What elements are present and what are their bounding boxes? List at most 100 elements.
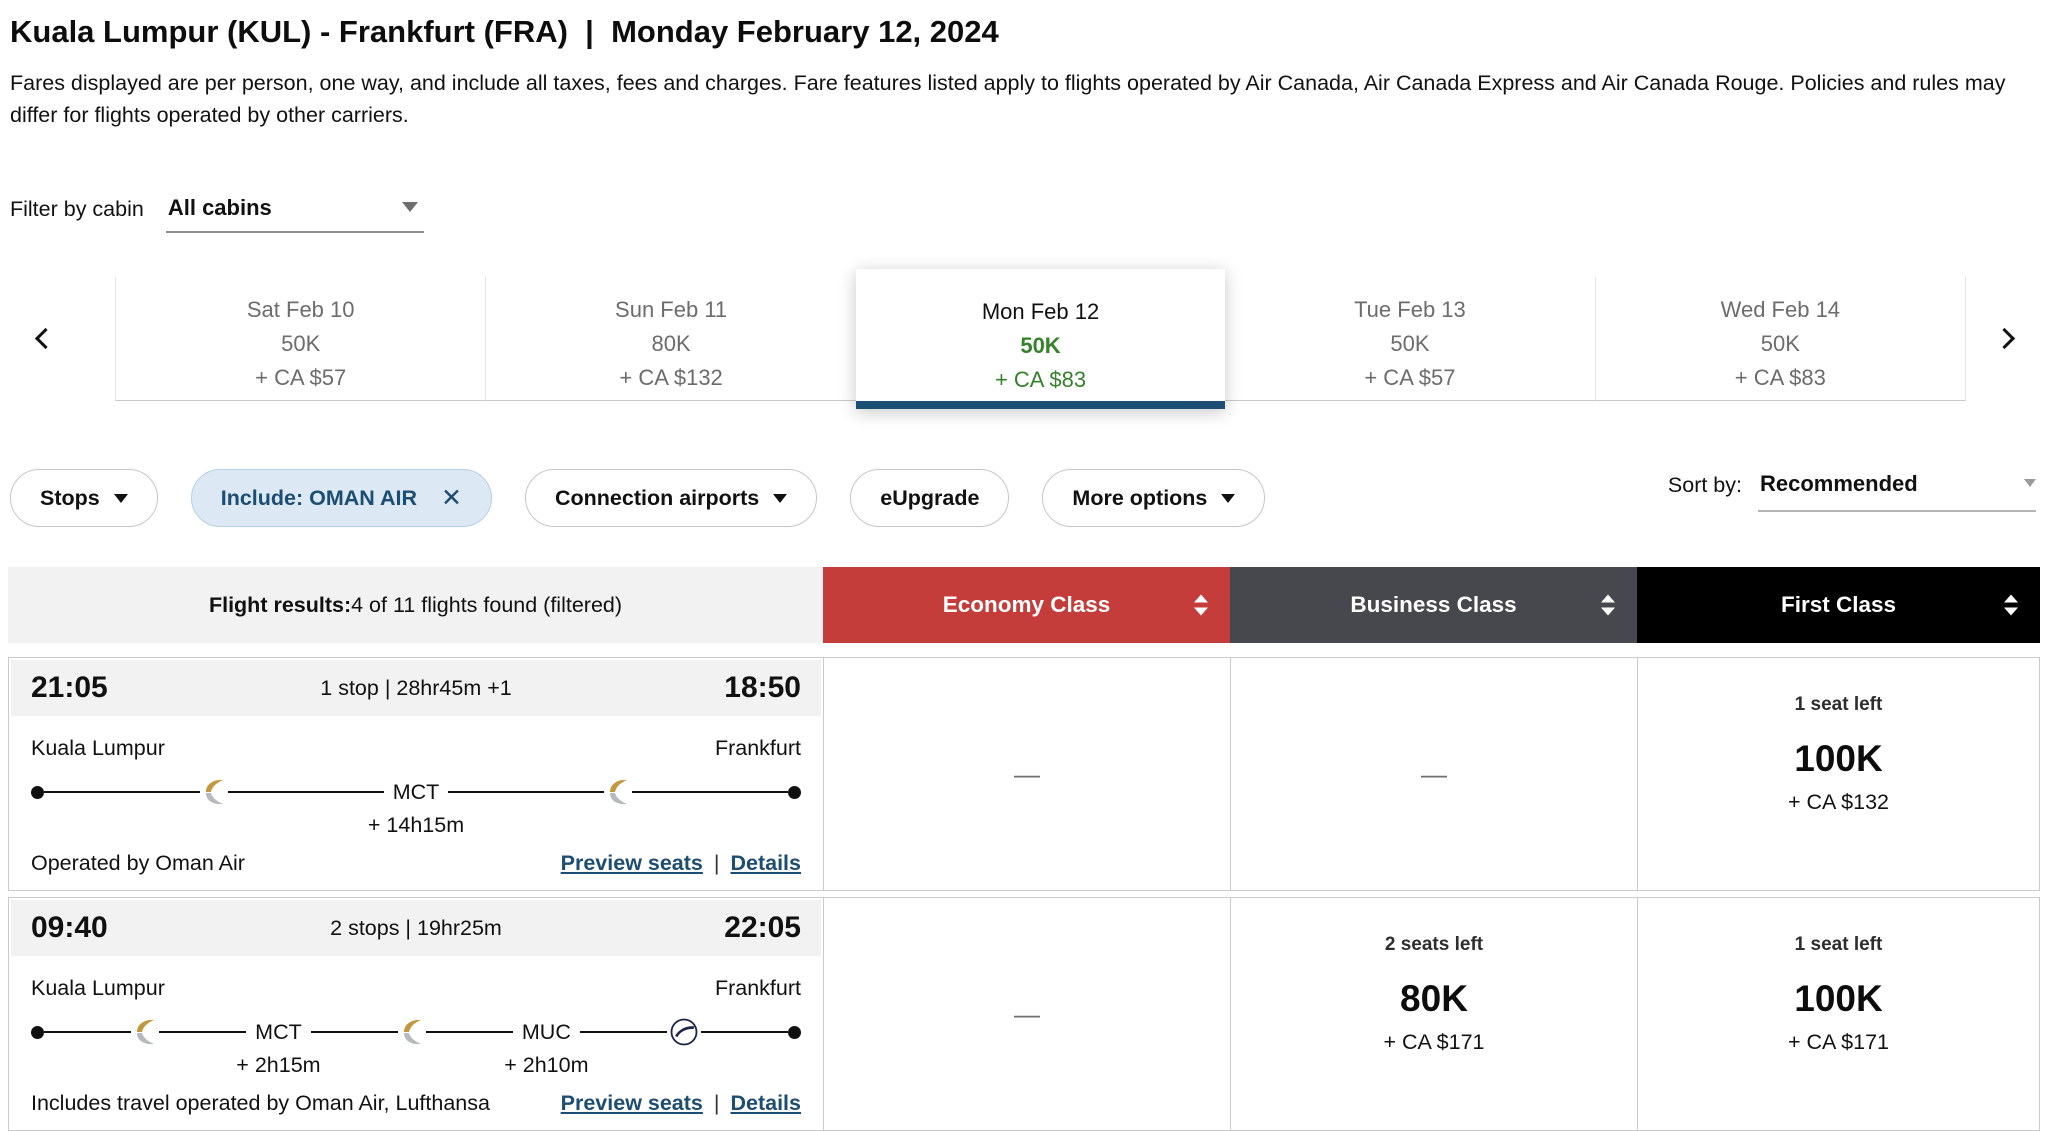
city-pair: Kuala Lumpur Frankfurt <box>11 956 821 1001</box>
fare-points: 100K <box>1794 978 1883 1019</box>
sort-arrows-icon <box>1601 594 1615 616</box>
stopover-code: MCT <box>255 1019 302 1044</box>
column-header-first[interactable]: First Class <box>1637 567 2040 643</box>
date-cash: + CA $83 <box>1734 365 1826 390</box>
route-segment <box>448 791 605 793</box>
seats-left-badge: 2 seats left <box>1384 934 1484 955</box>
date-points: 50K <box>1760 331 1800 356</box>
flight-info: 21:05 1 stop | 28hr45m +1 18:50 Kuala Lu… <box>9 658 823 890</box>
stops-duration-summary: 2 stops | 19hr25m <box>330 915 502 940</box>
details-link[interactable]: Details <box>730 1091 801 1115</box>
stops-filter-label: Stops <box>40 485 100 510</box>
cabin-filter-row: Filter by cabin All cabins <box>10 195 2038 233</box>
date-points: 50K <box>281 331 321 356</box>
stopover-code: MCT <box>392 779 440 804</box>
route-diagram: MCT + 2h15m MUC + 2h10m <box>31 1017 802 1077</box>
business-fare-cell-empty: — <box>1230 658 1637 890</box>
first-class-label: First Class <box>1780 592 1897 617</box>
first-fare-cell[interactable]: 1 seat left 100K + CA $171 <box>1637 898 2039 1130</box>
flight-result-row: 21:05 1 stop | 28hr45m +1 18:50 Kuala Lu… <box>8 657 2040 891</box>
date-points: 50K <box>1020 333 1061 358</box>
business-class-label: Business Class <box>1350 592 1517 617</box>
cabin-filter-select[interactable]: All cabins <box>165 195 424 233</box>
more-options-button[interactable]: More options <box>1042 469 1266 527</box>
stopover-code: MUC <box>521 1019 571 1044</box>
chevron-down-icon <box>113 493 128 503</box>
flight-results-label: Flight results: <box>208 592 352 617</box>
destination-city: Frankfurt <box>714 736 801 760</box>
date-tab-tue-feb-13[interactable]: Tue Feb 13 50K + CA $57 <box>1225 277 1595 401</box>
date-tab-sun-feb-11[interactable]: Sun Feb 11 80K + CA $132 <box>485 277 856 401</box>
layover-duration: + 2h10m <box>504 1052 589 1077</box>
no-fare-dash: — <box>1014 998 1040 1029</box>
flight-footer: Operated by Oman Air Preview seats | Det… <box>11 851 821 876</box>
departure-time: 09:40 <box>31 911 108 944</box>
fare-cash: + CA $171 <box>1787 1030 1889 1054</box>
date-cash: + CA $132 <box>619 365 723 390</box>
stopover-airport: MCT + 2h15m <box>236 1019 320 1077</box>
route-destination-dot <box>788 1025 802 1039</box>
seats-left-badge: 1 seat left <box>1794 694 1883 715</box>
details-link[interactable]: Details <box>730 851 801 875</box>
route-origin-dot <box>31 785 44 799</box>
oman-air-logo-icon <box>202 778 226 806</box>
origin-city: Kuala Lumpur <box>31 976 165 1000</box>
layover-duration: + 2h15m <box>236 1052 321 1077</box>
fare-points: 80K <box>1400 978 1468 1019</box>
date-label: Mon Feb 12 <box>981 299 1100 324</box>
include-oman-air-chip[interactable]: Include: OMAN AIR ✕ <box>190 469 492 527</box>
column-header-business[interactable]: Business Class <box>1230 567 1637 643</box>
flight-footer: Includes travel operated by Oman Air, Lu… <box>11 1091 821 1116</box>
chevron-right-icon[interactable] <box>1993 327 2016 350</box>
operated-by-text: Operated by Oman Air <box>31 851 245 875</box>
route-segment <box>44 791 200 793</box>
sort-arrows-icon <box>2004 594 2018 616</box>
business-fare-cell[interactable]: 2 seats left 80K + CA $171 <box>1230 898 1637 1130</box>
date-tab-wed-feb-14[interactable]: Wed Feb 14 50K + CA $83 <box>1594 277 1967 401</box>
route-segment <box>632 791 789 793</box>
connection-airports-button[interactable]: Connection airports <box>524 469 818 527</box>
chevron-left-icon[interactable] <box>34 327 57 350</box>
route-segment <box>700 1031 789 1033</box>
cabin-filter-value: All cabins <box>167 195 272 220</box>
fare-cash: + CA $132 <box>1787 790 1889 814</box>
more-options-label: More options <box>1072 485 1208 510</box>
layover-duration: + 14h15m <box>367 812 465 837</box>
stops-filter-button[interactable]: Stops <box>10 469 158 527</box>
route-segment <box>579 1031 667 1033</box>
filter-toolbar: Stops Include: OMAN AIR ✕ Connection air… <box>10 467 2038 529</box>
column-header-economy[interactable]: Economy Class <box>823 567 1230 643</box>
route-destination-dot <box>788 785 802 799</box>
no-fare-dash: — <box>1421 758 1447 789</box>
eupgrade-button[interactable]: eUpgrade <box>850 469 1010 527</box>
first-fare-cell[interactable]: 1 seat left 100K + CA $132 <box>1637 658 2039 890</box>
route-segment <box>425 1031 513 1033</box>
sort-by-select[interactable]: Recommended <box>1758 471 2036 512</box>
flight-info: 09:40 2 stops | 19hr25m 22:05 Kuala Lump… <box>9 898 823 1130</box>
sort-by-label: Sort by: <box>1667 473 1742 497</box>
economy-class-label: Economy Class <box>942 592 1111 617</box>
connection-airports-label: Connection airports <box>554 485 760 510</box>
city-pair: Kuala Lumpur Frankfurt <box>11 716 821 761</box>
fare-disclaimer: Fares displayed are per person, one way,… <box>10 71 2006 127</box>
date-cash: + CA $83 <box>994 367 1087 392</box>
preview-seats-link[interactable]: Preview seats <box>560 851 703 875</box>
preview-seats-link[interactable]: Preview seats <box>560 1091 703 1115</box>
link-separator: | <box>713 1091 720 1115</box>
departure-time: 21:05 <box>31 671 108 704</box>
stopover-airport: MCT + 14h15m <box>368 779 464 837</box>
close-icon[interactable]: ✕ <box>441 483 462 512</box>
date-points: 50K <box>1390 331 1430 356</box>
flight-result-row: 09:40 2 stops | 19hr25m 22:05 Kuala Lump… <box>8 897 2040 1131</box>
sort-by-control: Sort by: Recommended <box>1668 471 2036 512</box>
route-diagram: MCT + 14h15m <box>31 777 802 837</box>
date-tab-sat-feb-10[interactable]: Sat Feb 10 50K + CA $57 <box>115 277 486 401</box>
include-chip-label: Include: OMAN AIR <box>220 485 418 510</box>
fare-points: 100K <box>1794 738 1883 779</box>
date-cash: + CA $57 <box>1364 365 1456 390</box>
date-tab-mon-feb-12-selected[interactable]: Mon Feb 12 50K + CA $83 <box>855 269 1226 409</box>
date-cells: Sat Feb 10 50K + CA $57 Sun Feb 11 80K +… <box>115 269 1967 409</box>
link-separator: | <box>713 851 720 875</box>
date-label: Wed Feb 14 <box>1720 297 1841 322</box>
